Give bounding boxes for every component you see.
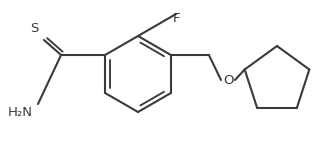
Text: O: O [223,74,233,86]
Text: H₂N: H₂N [8,106,32,119]
Text: S: S [30,21,38,34]
Text: F: F [172,12,180,25]
